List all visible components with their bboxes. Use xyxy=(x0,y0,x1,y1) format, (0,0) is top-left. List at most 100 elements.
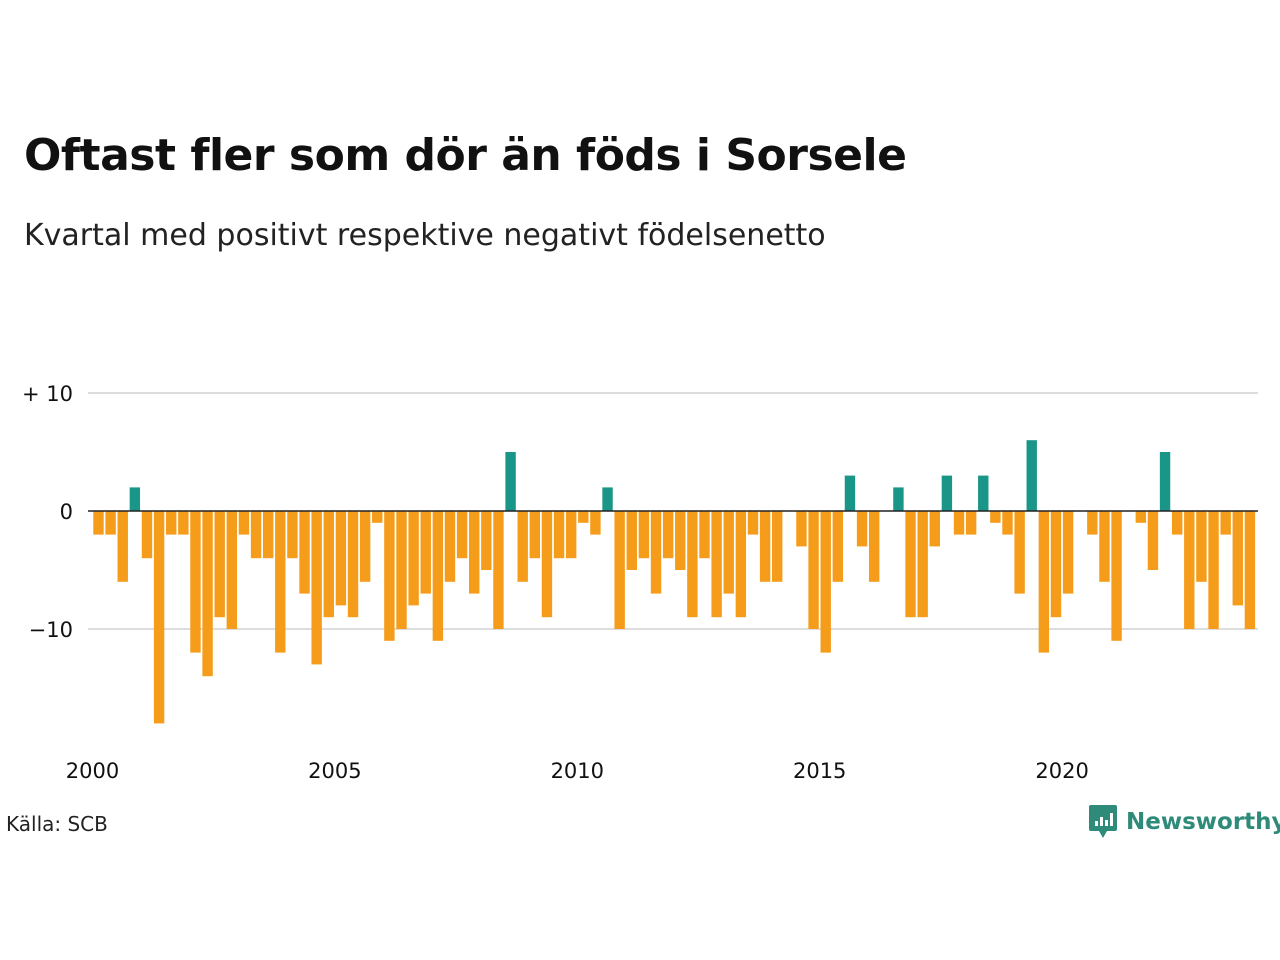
bar-negative xyxy=(699,511,710,559)
y-tick-label: −10 xyxy=(29,618,73,642)
bar-negative xyxy=(905,511,916,618)
bar-negative xyxy=(202,511,213,677)
newsworthy-logo-icon xyxy=(1089,805,1117,838)
bar-negative xyxy=(408,511,419,606)
bar-negative xyxy=(1147,511,1159,570)
y-tick-label: + 10 xyxy=(22,382,73,406)
bar-positive xyxy=(978,475,989,511)
bar-negative xyxy=(1062,511,1074,594)
bar-negative xyxy=(153,511,165,724)
bar-negative xyxy=(723,511,734,594)
bar-negative xyxy=(226,511,238,629)
bar-negative xyxy=(929,511,940,547)
bar-negative xyxy=(347,511,359,618)
bar-negative xyxy=(856,511,868,547)
bar-negative xyxy=(626,511,637,570)
bar-negative xyxy=(1232,511,1243,606)
bar-series xyxy=(93,440,1256,724)
bar-negative xyxy=(808,511,819,629)
bar-negative xyxy=(335,511,347,606)
x-tick-label: 2020 xyxy=(1035,759,1088,783)
bar-negative xyxy=(238,511,250,535)
bar-negative xyxy=(917,511,928,618)
bar-negative xyxy=(372,511,383,523)
source-note: Källa: SCB xyxy=(6,812,108,836)
bar-positive xyxy=(893,487,904,511)
bar-positive xyxy=(129,487,141,511)
bar-negative xyxy=(469,511,480,594)
bar-negative xyxy=(117,511,128,582)
bar-negative xyxy=(493,511,504,629)
bar-negative xyxy=(384,511,395,641)
bar-positive xyxy=(1159,452,1171,511)
bar-negative xyxy=(517,511,528,582)
y-tick-label: 0 xyxy=(60,500,73,524)
bar-negative xyxy=(1208,511,1219,629)
bar-negative xyxy=(214,511,225,618)
bar-negative xyxy=(990,511,1001,523)
bar-negative xyxy=(299,511,310,594)
bar-negative xyxy=(868,511,880,582)
bar-negative xyxy=(772,511,783,582)
bar-negative xyxy=(553,511,565,559)
bar-negative xyxy=(1111,511,1122,641)
bar-negative xyxy=(1220,511,1231,535)
bar-negative xyxy=(178,511,189,535)
bar-negative xyxy=(614,511,625,629)
bar-negative xyxy=(1135,511,1147,523)
x-tick-label: 2005 xyxy=(308,759,361,783)
bar-negative xyxy=(432,511,444,641)
bar-negative xyxy=(1244,511,1256,629)
bar-chart: + 10 0 −10 2000 2005 2010 2015 2020 xyxy=(22,382,1258,783)
bar-negative xyxy=(650,511,662,594)
bar-negative xyxy=(638,511,650,559)
bar-positive xyxy=(505,452,516,511)
bar-negative xyxy=(1038,511,1050,653)
bar-negative xyxy=(250,511,262,559)
logo-wordmark: Newsworthy xyxy=(1126,809,1280,835)
bar-negative xyxy=(965,511,977,535)
bar-negative xyxy=(481,511,492,570)
bar-negative xyxy=(311,511,322,665)
bar-negative xyxy=(287,511,298,559)
x-tick-label: 2015 xyxy=(793,759,846,783)
bar-negative xyxy=(1184,511,1195,629)
axis-labels: + 10 0 −10 2000 2005 2010 2015 2020 xyxy=(22,382,1089,783)
chart-subtitle: Kvartal med positivt respektive negativt… xyxy=(24,218,826,253)
bar-negative xyxy=(166,511,177,535)
bar-positive xyxy=(941,475,953,511)
bar-negative xyxy=(590,511,601,535)
x-tick-label: 2000 xyxy=(66,759,119,783)
bar-negative xyxy=(1099,511,1110,582)
bar-negative xyxy=(93,511,104,535)
bar-negative xyxy=(953,511,965,535)
newsworthy-logo[interactable]: Newsworthy xyxy=(1088,804,1280,840)
bar-negative xyxy=(541,511,553,618)
bar-negative xyxy=(190,511,201,653)
bar-negative xyxy=(359,511,371,582)
bar-negative xyxy=(275,511,286,653)
chart-title: Oftast fler som dör än föds i Sorsele xyxy=(24,130,907,181)
bar-negative xyxy=(141,511,153,559)
bar-negative xyxy=(687,511,698,618)
bar-negative xyxy=(396,511,407,629)
bar-negative xyxy=(323,511,334,618)
bar-negative xyxy=(262,511,274,559)
bar-negative xyxy=(565,511,577,559)
bar-positive xyxy=(844,475,856,511)
bar-negative xyxy=(420,511,431,594)
bar-negative xyxy=(444,511,456,582)
bar-negative xyxy=(735,511,747,618)
bar-negative xyxy=(1002,511,1013,535)
bar-positive xyxy=(1026,440,1037,511)
bar-negative xyxy=(578,511,589,523)
bar-negative xyxy=(675,511,686,570)
bar-negative xyxy=(529,511,541,559)
bar-negative xyxy=(1171,511,1183,535)
bar-negative xyxy=(711,511,722,618)
bar-negative xyxy=(105,511,116,535)
bar-negative xyxy=(662,511,674,559)
bar-negative xyxy=(456,511,468,559)
bar-negative xyxy=(759,511,771,582)
x-tick-label: 2010 xyxy=(551,759,604,783)
